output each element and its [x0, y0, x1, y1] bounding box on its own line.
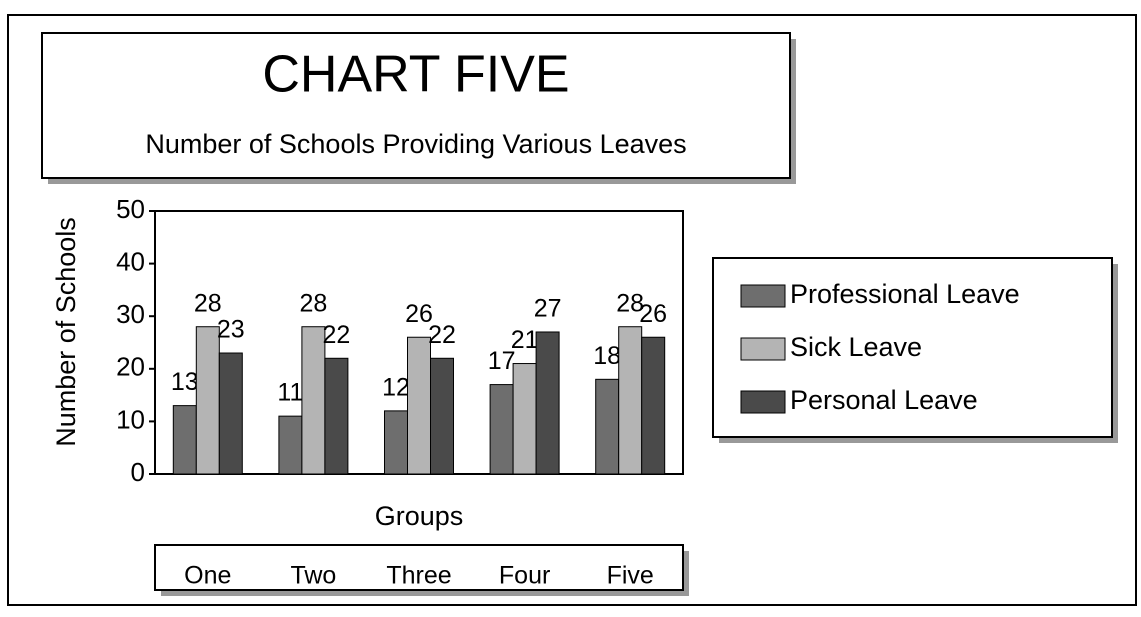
bar: [512, 363, 537, 475]
legend-swatch: [740, 284, 786, 308]
data-label: 17: [488, 347, 516, 375]
x-tick-label: Four: [499, 562, 550, 590]
data-label: 26: [405, 300, 433, 328]
bar: [430, 357, 454, 475]
bar: [301, 326, 326, 475]
data-label: 12: [382, 373, 410, 401]
legend-swatch: [740, 337, 786, 361]
legend-label: Personal Leave: [790, 385, 978, 415]
frame: [7, 14, 1137, 606]
x-axis-label: Groups: [375, 501, 464, 531]
data-label: 28: [616, 289, 644, 317]
data-label: 26: [639, 300, 667, 328]
bar: [384, 410, 408, 475]
data-label: 28: [194, 289, 222, 317]
bar: [218, 352, 243, 475]
bar: [324, 357, 349, 475]
data-label: 18: [593, 342, 621, 370]
y-tick-label: 30: [116, 299, 145, 329]
y-tick-label: 40: [116, 246, 145, 276]
legend-label: Professional Leave: [790, 279, 1020, 309]
data-label: 22: [428, 321, 456, 349]
y-tick-label: 0: [131, 457, 145, 487]
chart-title: CHART FIVE: [262, 46, 569, 104]
title-box: [41, 32, 791, 179]
category-box: [154, 544, 684, 591]
y-tick-label: 10: [116, 404, 145, 434]
bar: [641, 336, 666, 475]
bar: [172, 405, 197, 475]
bar: [618, 326, 643, 475]
data-label: 22: [322, 321, 350, 349]
legend-label: Sick Leave: [790, 332, 922, 362]
data-label: 27: [534, 295, 562, 323]
y-axis-label: Number of Schools: [51, 217, 81, 447]
bar: [535, 331, 560, 475]
y-tick-label: 50: [116, 194, 145, 224]
bar: [407, 336, 431, 475]
bar: [595, 378, 620, 475]
data-label: 21: [511, 326, 539, 354]
data-label: 13: [171, 368, 199, 396]
x-tick-label: Two: [290, 562, 336, 590]
data-label: 23: [217, 316, 245, 344]
data-label: 28: [299, 289, 327, 317]
bar: [278, 415, 303, 475]
chart-subtitle: Number of Schools Providing Various Leav…: [145, 129, 686, 159]
x-tick-label: Five: [607, 562, 654, 590]
legend-swatch: [740, 390, 786, 414]
bar: [489, 384, 514, 475]
data-label: 11: [277, 379, 303, 407]
x-tick-label: One: [184, 562, 231, 590]
bar: [195, 326, 220, 475]
x-tick-label: Three: [386, 562, 451, 590]
y-tick-label: 20: [116, 352, 145, 382]
